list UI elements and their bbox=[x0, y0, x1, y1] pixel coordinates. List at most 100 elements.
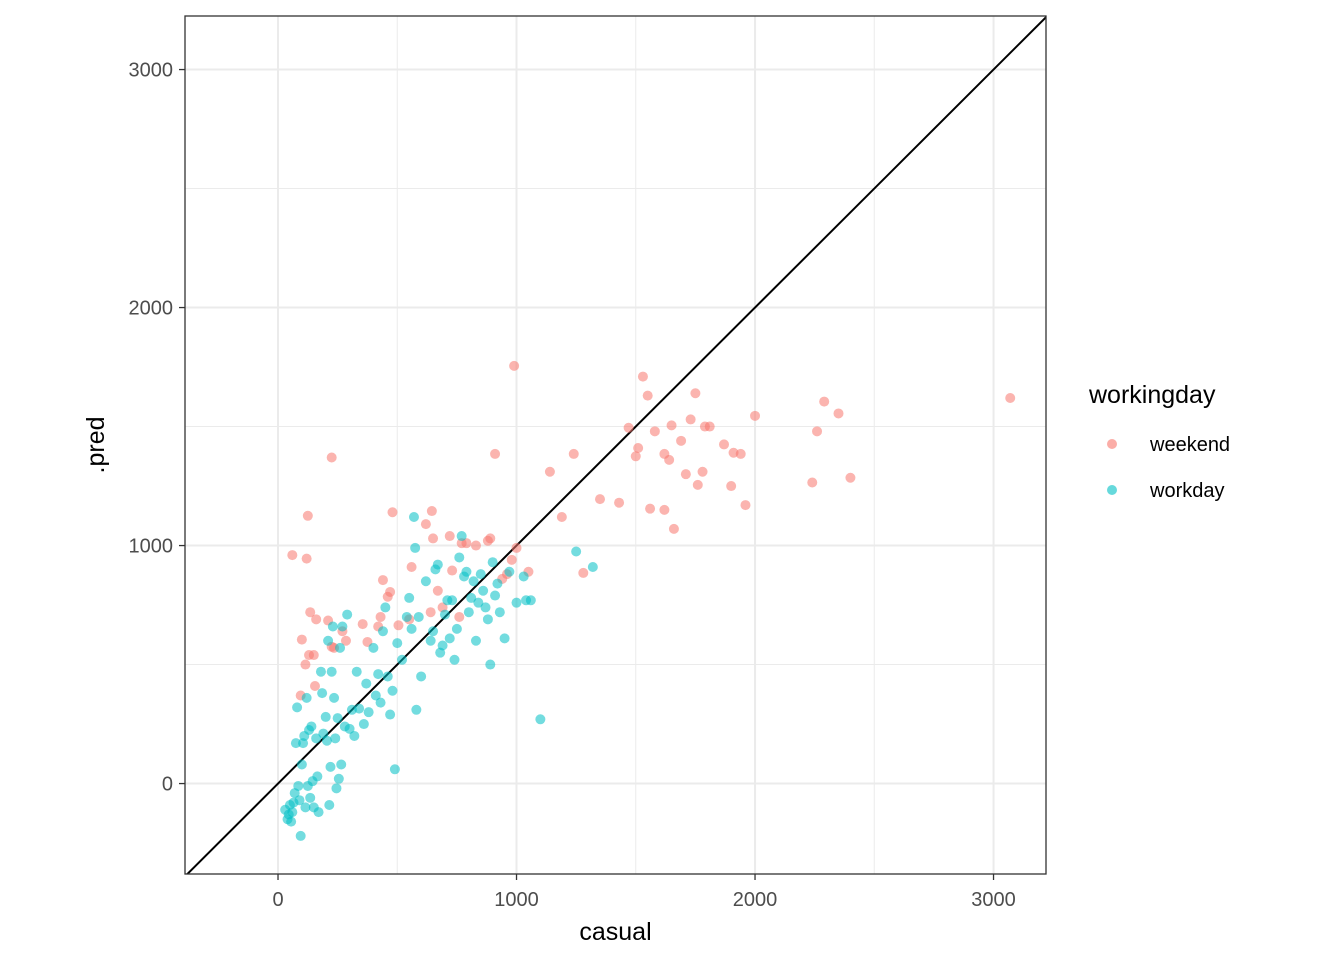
data-point-workday bbox=[317, 688, 328, 699]
data-point-workday bbox=[392, 638, 403, 649]
data-point-weekend bbox=[511, 542, 522, 553]
x-axis-title: casual bbox=[579, 918, 651, 946]
data-point-weekend bbox=[812, 426, 823, 437]
data-point-weekend bbox=[302, 510, 313, 521]
data-point-workday bbox=[329, 692, 340, 703]
data-point-workday bbox=[292, 702, 303, 713]
data-point-workday bbox=[444, 633, 455, 644]
data-point-workday bbox=[358, 719, 369, 730]
data-point-workday bbox=[439, 609, 450, 620]
data-point-workday bbox=[300, 802, 311, 813]
data-point-workday bbox=[525, 595, 536, 606]
data-point-workday bbox=[313, 807, 324, 818]
x-tick-label: 0 bbox=[272, 889, 283, 911]
x-tick-label: 2000 bbox=[733, 889, 778, 911]
data-point-workday bbox=[294, 795, 305, 806]
data-point-weekend bbox=[735, 448, 746, 459]
data-point-workday bbox=[480, 602, 491, 613]
data-point-workday bbox=[470, 635, 481, 646]
grid-lines bbox=[185, 16, 1046, 874]
data-point-workday bbox=[342, 609, 353, 620]
data-point-workday bbox=[413, 611, 424, 622]
data-point-workday bbox=[296, 759, 307, 770]
data-point-workday bbox=[473, 597, 484, 608]
data-point-workday bbox=[420, 576, 431, 587]
data-point-workday bbox=[571, 546, 582, 557]
points-layer bbox=[280, 360, 1016, 841]
y-tick-label: 1000 bbox=[129, 536, 174, 558]
data-point-weekend bbox=[659, 504, 670, 515]
data-point-weekend bbox=[447, 565, 458, 576]
data-point-workday bbox=[499, 633, 510, 644]
data-point-weekend bbox=[490, 448, 501, 459]
data-point-weekend bbox=[726, 481, 737, 492]
data-point-weekend bbox=[637, 371, 648, 382]
data-point-weekend bbox=[556, 511, 567, 522]
data-point-weekend bbox=[420, 519, 431, 530]
data-point-workday bbox=[326, 666, 337, 677]
data-point-workday bbox=[482, 614, 493, 625]
data-point-workday bbox=[290, 738, 301, 749]
data-point-workday bbox=[401, 611, 412, 622]
data-point-weekend bbox=[387, 507, 398, 518]
data-point-weekend bbox=[664, 454, 675, 465]
data-point-workday bbox=[306, 721, 317, 732]
data-point-weekend bbox=[630, 451, 641, 462]
data-point-weekend bbox=[704, 421, 715, 432]
data-point-weekend bbox=[485, 533, 496, 544]
data-point-workday bbox=[354, 703, 365, 714]
x-tick-label: 3000 bbox=[971, 889, 1016, 911]
data-point-workday bbox=[437, 640, 448, 651]
data-point-workday bbox=[368, 642, 379, 653]
data-point-workday bbox=[351, 666, 362, 677]
legend-key-weekend bbox=[1107, 439, 1117, 449]
data-point-weekend bbox=[668, 523, 679, 534]
data-point-workday bbox=[336, 759, 347, 770]
data-point-weekend bbox=[568, 448, 579, 459]
data-point-workday bbox=[511, 597, 522, 608]
data-point-weekend bbox=[375, 611, 386, 622]
data-point-weekend bbox=[645, 503, 656, 514]
data-point-workday bbox=[377, 626, 388, 637]
data-point-weekend bbox=[697, 466, 708, 477]
data-point-workday bbox=[535, 714, 546, 725]
data-point-weekend bbox=[357, 619, 368, 630]
data-point-workday bbox=[349, 730, 360, 741]
data-point-weekend bbox=[614, 497, 625, 508]
data-point-weekend bbox=[594, 494, 605, 505]
data-point-weekend bbox=[509, 360, 520, 371]
data-point-workday bbox=[408, 511, 419, 522]
data-point-workday bbox=[325, 761, 336, 772]
data-point-weekend bbox=[309, 680, 320, 691]
data-point-workday bbox=[323, 635, 334, 646]
identity-line bbox=[185, 16, 1046, 874]
data-point-weekend bbox=[633, 442, 644, 453]
data-point-workday bbox=[404, 592, 415, 603]
data-point-workday bbox=[410, 542, 421, 553]
data-point-workday bbox=[490, 590, 501, 601]
data-point-weekend bbox=[300, 659, 311, 670]
data-point-workday bbox=[466, 592, 477, 603]
data-point-workday bbox=[287, 807, 298, 818]
data-point-workday bbox=[305, 792, 316, 803]
data-point-weekend bbox=[432, 585, 443, 596]
data-point-workday bbox=[301, 692, 312, 703]
data-point-weekend bbox=[426, 506, 437, 517]
data-point-workday bbox=[485, 659, 496, 670]
data-point-workday bbox=[332, 713, 343, 724]
data-point-workday bbox=[333, 773, 344, 784]
data-point-weekend bbox=[750, 410, 761, 421]
data-point-workday bbox=[324, 799, 335, 810]
data-point-workday bbox=[451, 623, 462, 634]
data-point-weekend bbox=[690, 388, 701, 399]
data-point-weekend bbox=[649, 426, 660, 437]
data-point-weekend bbox=[287, 550, 298, 561]
data-point-workday bbox=[478, 585, 489, 596]
data-point-workday bbox=[397, 654, 408, 665]
data-point-workday bbox=[315, 666, 326, 677]
data-point-workday bbox=[373, 669, 384, 680]
data-point-workday bbox=[331, 783, 342, 794]
data-point-workday bbox=[312, 771, 323, 782]
data-point-workday bbox=[456, 531, 467, 542]
